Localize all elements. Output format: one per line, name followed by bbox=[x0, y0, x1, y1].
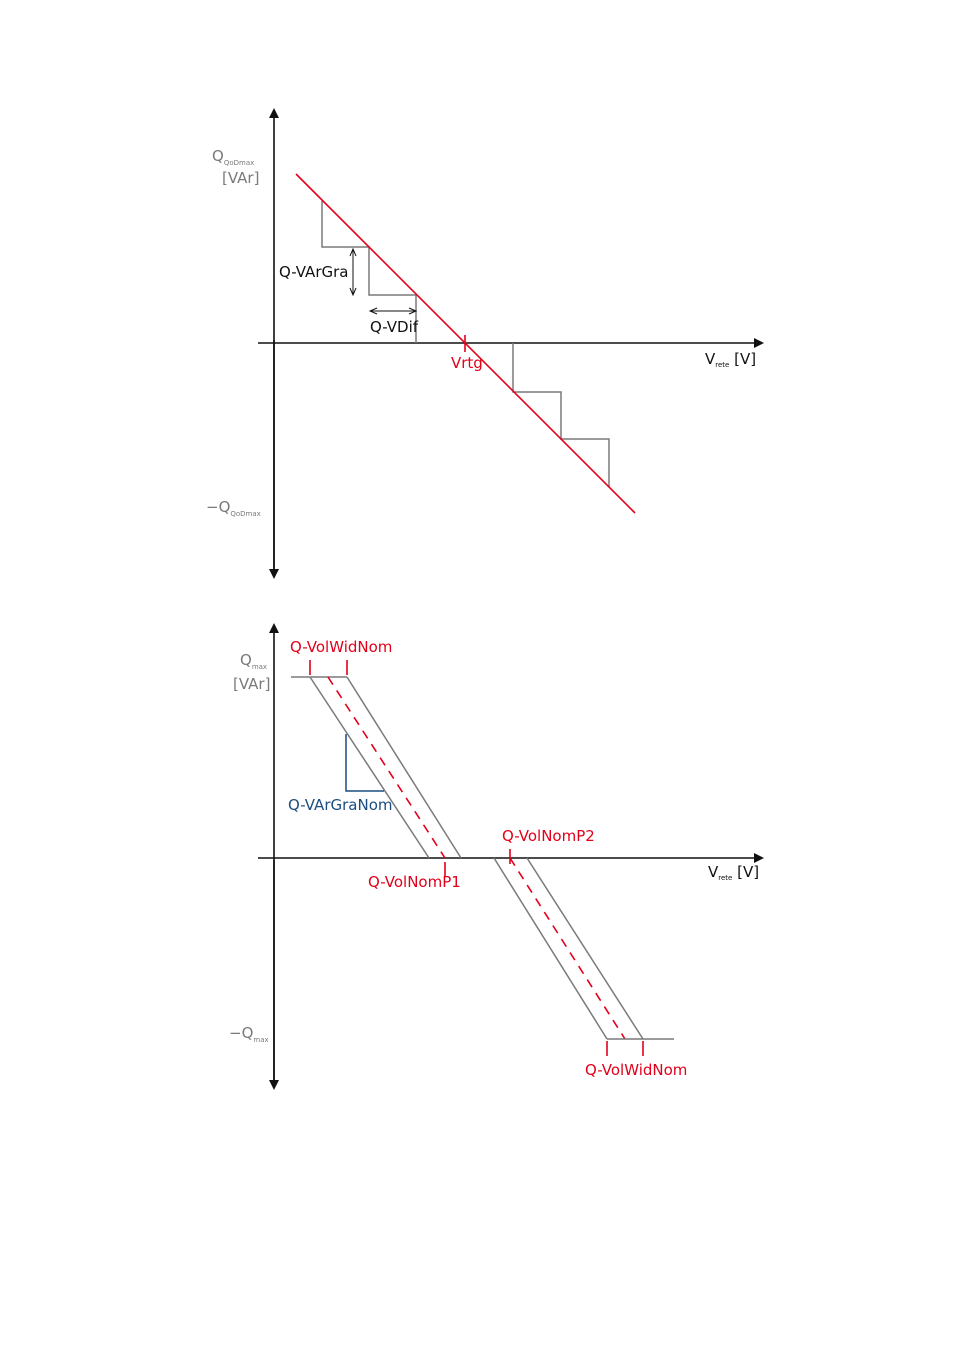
bottom-p1-label: Q-VolNomP1 bbox=[368, 873, 461, 891]
top-neg-label-main: −Q bbox=[206, 498, 230, 516]
svg-text:QQoDmax: QQoDmax bbox=[212, 147, 254, 167]
top-y-label-sub: QoDmax bbox=[224, 159, 254, 167]
bottom-gradient-triangle bbox=[345, 734, 384, 792]
top-neg-label-sub: QoDmax bbox=[230, 510, 260, 518]
bottom-y-label-sub: max bbox=[252, 663, 267, 671]
bottom-neg-label-sub: max bbox=[253, 1036, 268, 1044]
svg-text:Vrete [V]: Vrete [V] bbox=[705, 350, 756, 369]
bottom-width-label-top: Q-VolWidNom bbox=[290, 638, 392, 656]
svg-text:−Qmax: −Qmax bbox=[229, 1024, 269, 1044]
bottom-x-label-unit: [V] bbox=[732, 863, 759, 881]
svg-text:Vrete [V]: Vrete [V] bbox=[708, 863, 759, 882]
svg-text:Qmax: Qmax bbox=[240, 651, 267, 671]
bottom-gradient-label: Q-VArGraNom bbox=[288, 796, 392, 814]
top-y-label-unit: [VAr] bbox=[222, 169, 259, 187]
bottom-y-label-main: Q bbox=[240, 651, 252, 669]
top-y-label-main: Q bbox=[212, 147, 224, 165]
top-diagram: QQoDmax [VAr] −QQoDmax Vrete [V] Q-VArGr… bbox=[206, 108, 764, 579]
top-gradient-label: Q-VArGra bbox=[279, 263, 348, 281]
bottom-neg-label-main: −Q bbox=[229, 1024, 253, 1042]
svg-text:−QQoDmax: −QQoDmax bbox=[206, 498, 261, 518]
top-vrtg-label: Vrtg bbox=[451, 354, 483, 372]
bottom-y-label-unit: [VAr] bbox=[233, 675, 270, 693]
bottom-p2-label: Q-VolNomP2 bbox=[502, 827, 595, 845]
top-step-curve-lower bbox=[512, 343, 610, 487]
bottom-diagram: Qmax [VAr] −Qmax Vrete [V] Q-VolWidNom Q… bbox=[229, 623, 764, 1090]
bottom-x-label-main: V bbox=[708, 863, 719, 881]
top-x-label-main: V bbox=[705, 350, 716, 368]
top-x-label-sub: rete bbox=[715, 361, 729, 369]
bottom-band-right-edge-2 bbox=[526, 857, 644, 1040]
bottom-dashed-center-1 bbox=[327, 676, 446, 859]
top-vdif-label: Q-VDif bbox=[370, 318, 419, 336]
bottom-band-left-edge-2 bbox=[493, 857, 608, 1040]
bottom-band-right-edge-1 bbox=[346, 676, 462, 859]
bottom-dashed-center-2 bbox=[509, 857, 626, 1040]
top-x-label-unit: [V] bbox=[729, 350, 756, 368]
bottom-width-label-bottom: Q-VolWidNom bbox=[585, 1061, 687, 1079]
bottom-band-left-edge-1 bbox=[309, 676, 430, 859]
bottom-x-label-sub: rete bbox=[718, 874, 732, 882]
top-step-curve-upper bbox=[321, 201, 417, 343]
